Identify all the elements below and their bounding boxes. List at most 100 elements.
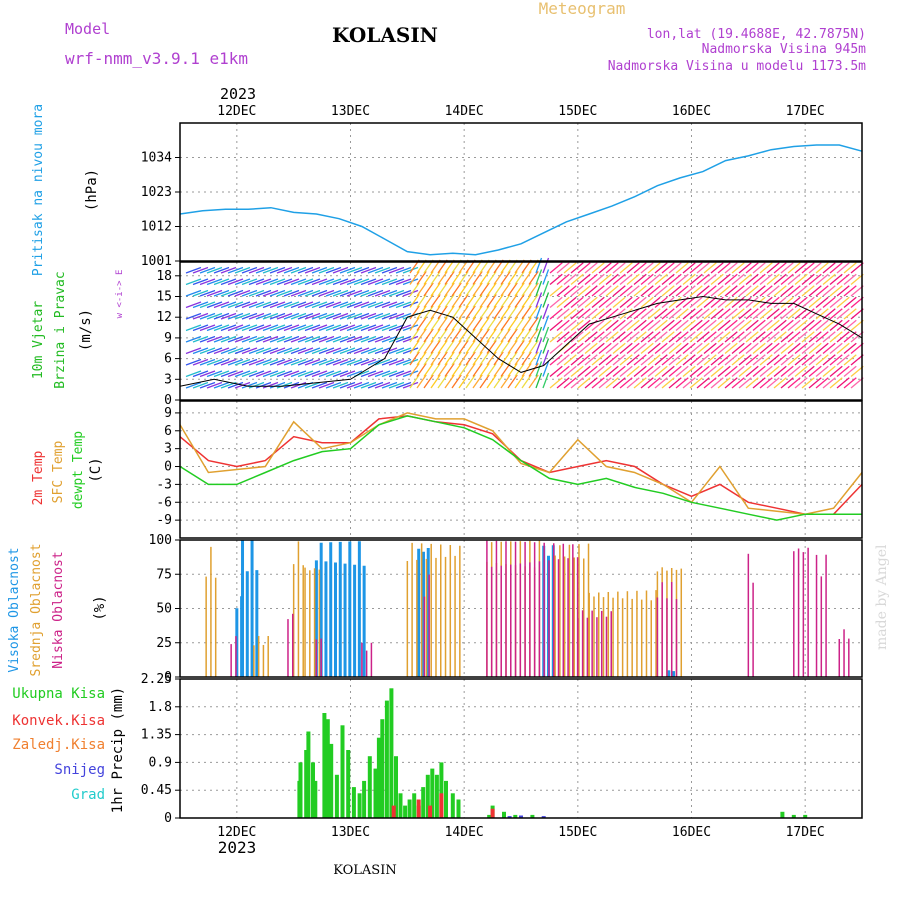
wind-barb — [668, 377, 682, 389]
wind-barb — [752, 319, 766, 331]
wind-barb — [269, 324, 286, 332]
wind-barb — [605, 308, 619, 320]
wind-barb — [444, 271, 455, 285]
wind-barb — [479, 294, 490, 308]
wind-barb — [689, 273, 703, 285]
wind-barb — [339, 370, 356, 378]
wind-barb — [493, 294, 504, 308]
wind-barb — [199, 289, 216, 297]
wind-barb — [731, 262, 745, 274]
wind-barb — [654, 262, 668, 274]
wind-barb — [759, 308, 773, 320]
wind-barb — [563, 342, 577, 354]
wind-barb — [416, 363, 427, 377]
wind-barb — [262, 335, 279, 343]
wind-barb — [276, 370, 293, 378]
wind-barb — [402, 278, 419, 286]
wind-barb — [521, 340, 532, 354]
wind-barb — [591, 377, 605, 389]
wind-barb — [843, 354, 857, 366]
wind-barb — [745, 331, 759, 343]
wind-barb — [528, 271, 539, 285]
wind-barb — [255, 289, 272, 297]
wind-barb — [773, 308, 787, 320]
wind-barb — [241, 301, 258, 309]
wind-barb — [759, 342, 773, 354]
wind-barb — [409, 317, 420, 331]
wind-barb — [360, 324, 377, 332]
wind-barb — [220, 278, 237, 286]
wind-barb — [318, 335, 335, 343]
xtick-label-top: 17DEC — [786, 104, 825, 119]
wind-barb — [668, 273, 682, 285]
wind-barb — [395, 301, 412, 309]
wind-barb — [780, 354, 794, 366]
wind-barb — [689, 296, 703, 308]
wind-barb — [367, 312, 384, 320]
wind-barb — [759, 262, 773, 274]
wind-barb — [626, 262, 640, 274]
wind-barb — [528, 294, 539, 308]
wind-barb — [374, 324, 391, 332]
wind-barb — [346, 278, 363, 286]
wind-barb — [647, 262, 661, 274]
xtick-label-top: 13DEC — [331, 104, 370, 119]
legend-graupel: Grad — [71, 787, 105, 803]
wind-barb — [423, 305, 434, 320]
wind-barb — [654, 365, 668, 377]
wind-barb — [290, 324, 307, 332]
wind-barb — [290, 312, 307, 320]
wind-barb — [661, 262, 675, 274]
wind-barb — [234, 312, 251, 320]
wind-barb — [633, 365, 647, 377]
ytick-label: -9 — [156, 513, 172, 528]
wind-barb — [360, 266, 377, 274]
precip-bar — [322, 713, 327, 818]
wind-barb — [311, 312, 328, 320]
wind-barb — [829, 365, 843, 377]
wind-barb — [549, 273, 563, 285]
wind-barb — [486, 282, 497, 297]
wind-barb — [514, 351, 525, 366]
wind-barb — [577, 308, 591, 320]
wind-barb — [521, 351, 532, 366]
wind-barb — [605, 354, 619, 366]
wind-barb — [780, 365, 794, 377]
wind-barb — [374, 301, 391, 309]
wind-barb — [668, 319, 682, 331]
wind-barb — [780, 331, 794, 343]
wind-barb — [801, 331, 815, 343]
wind-barb — [423, 363, 434, 377]
wind-barb — [591, 342, 605, 354]
ytick-label: 1023 — [141, 185, 172, 200]
wind-barb — [773, 354, 787, 366]
wind-barb — [549, 365, 563, 377]
wind-barb — [213, 381, 230, 389]
wind-barb — [640, 342, 654, 354]
station-title: KOLASIN — [332, 23, 438, 47]
wind-barb — [822, 377, 836, 389]
wind-barb — [563, 308, 577, 320]
precip-bar — [376, 737, 381, 818]
wind-barb — [794, 319, 808, 331]
wind-barb — [696, 354, 710, 366]
wind-barb — [409, 305, 420, 320]
wind-barb — [661, 285, 675, 297]
ytick-label: 0 — [164, 460, 172, 475]
wind-barb — [444, 282, 455, 297]
wind-barb — [437, 271, 448, 285]
wind-barb — [185, 347, 202, 355]
wind-barb — [388, 347, 405, 355]
wind-barb — [752, 342, 766, 354]
wind-barb — [612, 331, 626, 343]
wind-barb — [339, 324, 356, 332]
wind-barb — [822, 342, 836, 354]
wind-barb — [360, 335, 377, 343]
wind-barb — [780, 296, 794, 308]
wind-barb — [199, 347, 216, 355]
wind-barb — [829, 262, 843, 274]
wind-barb — [598, 319, 612, 331]
wind-barb — [465, 328, 476, 343]
wind-barb — [598, 273, 612, 285]
xtick-label-top: 14DEC — [445, 104, 484, 119]
